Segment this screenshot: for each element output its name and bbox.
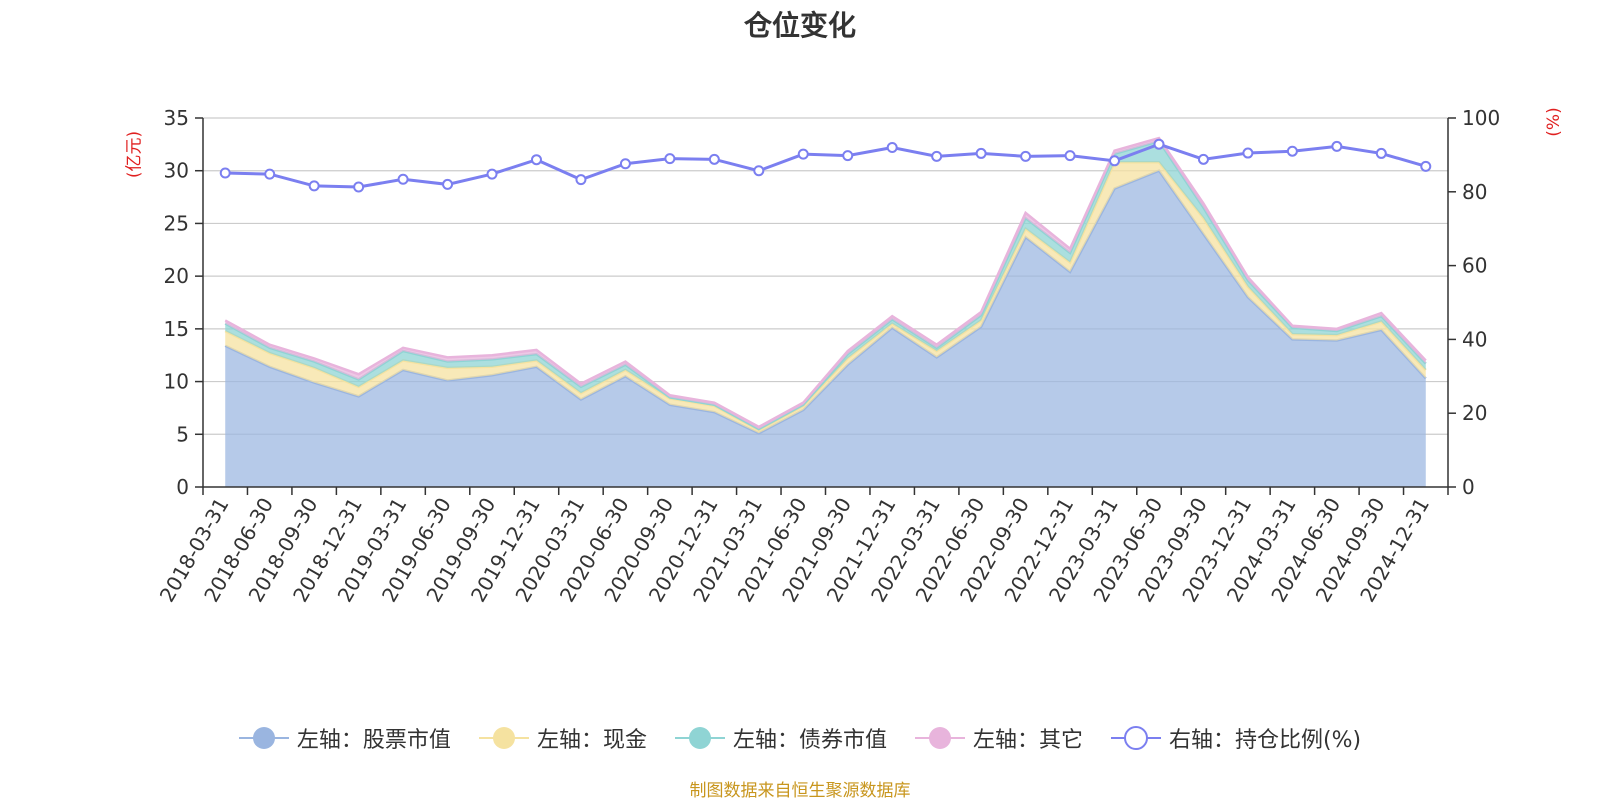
legend-stock-icon (238, 727, 289, 749)
ratio-point (264, 168, 276, 180)
legend-label-bond: 左轴：债券市值 (732, 728, 887, 753)
ratio-point (619, 158, 631, 170)
ratio-point (1331, 140, 1343, 152)
ratio-point (931, 150, 943, 162)
y-right-tick-label: 20 (1462, 401, 1487, 425)
ratio-point (530, 154, 542, 166)
y-right-tick-label: 40 (1462, 327, 1487, 351)
ratio-point (575, 174, 587, 186)
ratio-point (353, 181, 365, 193)
ratio-point (1109, 155, 1121, 167)
legend-label-stock: 左轴：股票市值 (296, 728, 451, 753)
cash-area (225, 162, 1426, 434)
ratio-point (1375, 147, 1387, 159)
y-left-tick-label: 0 (176, 475, 189, 499)
ratio-point (708, 153, 720, 165)
y-right-tick-label: 0 (1462, 475, 1475, 499)
ratio-line (225, 142, 1427, 189)
ratio-point (1153, 138, 1165, 150)
legend-ratio-icon (1110, 726, 1161, 750)
legend-other-icon (914, 727, 965, 749)
y-left-tick-label: 30 (164, 159, 189, 183)
ratio-point (486, 168, 498, 180)
ratio-point (797, 148, 809, 160)
y-right-tick-label: 100 (1462, 106, 1500, 130)
y-right-tick-label: 60 (1462, 254, 1487, 278)
legend-label-cash: 左轴：现金 (536, 728, 647, 753)
legend-cash-icon (478, 727, 529, 749)
other-area-line (224, 136, 1427, 429)
y-left-tick-label: 5 (176, 422, 189, 446)
ratio-point (397, 173, 409, 185)
ratio-point (442, 178, 454, 190)
legend-label-other: 左轴：其它 (972, 728, 1083, 753)
chart-title: 仓位变化 (743, 9, 856, 42)
ratio-point (842, 150, 854, 162)
data-source-note: 制图数据来自恒生聚源数据库 (689, 781, 911, 801)
ratio-point (1242, 147, 1254, 159)
legend-item-bond[interactable]: 左轴：债券市值 (674, 722, 887, 754)
bond-area (225, 141, 1426, 431)
legend-item-stock[interactable]: 左轴：股票市值 (238, 722, 451, 754)
ratio-point (1020, 150, 1032, 162)
ratio-point (1197, 153, 1209, 165)
legend-item-ratio[interactable]: 右轴：持仓比例(%) (1110, 722, 1362, 754)
legend-item-cash[interactable]: 左轴：现金 (478, 722, 647, 754)
y-left-tick-label: 10 (164, 370, 189, 394)
chart-legend: 左轴：股票市值 左轴：现金 左轴：债券市值 左轴：其它 (0, 722, 1600, 754)
y-left-tick-label: 35 (164, 106, 189, 130)
legend-item-other[interactable]: 左轴：其它 (914, 722, 1083, 754)
y-left-tick-label: 20 (164, 264, 189, 288)
ratio-point (1064, 150, 1076, 162)
ratio-point (1420, 160, 1432, 172)
legend-bond-icon (674, 727, 725, 749)
ratio-point (886, 142, 898, 154)
y-right-tick-label: 80 (1462, 180, 1487, 204)
ratio-point (753, 165, 765, 177)
ratio-point (308, 180, 320, 192)
y-left-tick-label: 15 (164, 317, 189, 341)
stock-area (225, 170, 1426, 487)
ratio-point (975, 147, 987, 159)
ratio-point (219, 167, 231, 179)
y-left-tick-label: 25 (164, 211, 189, 235)
legend-label-ratio: 右轴：持仓比例(%) (1168, 728, 1362, 753)
ratio-point (664, 153, 676, 165)
ratio-point (1286, 145, 1298, 157)
